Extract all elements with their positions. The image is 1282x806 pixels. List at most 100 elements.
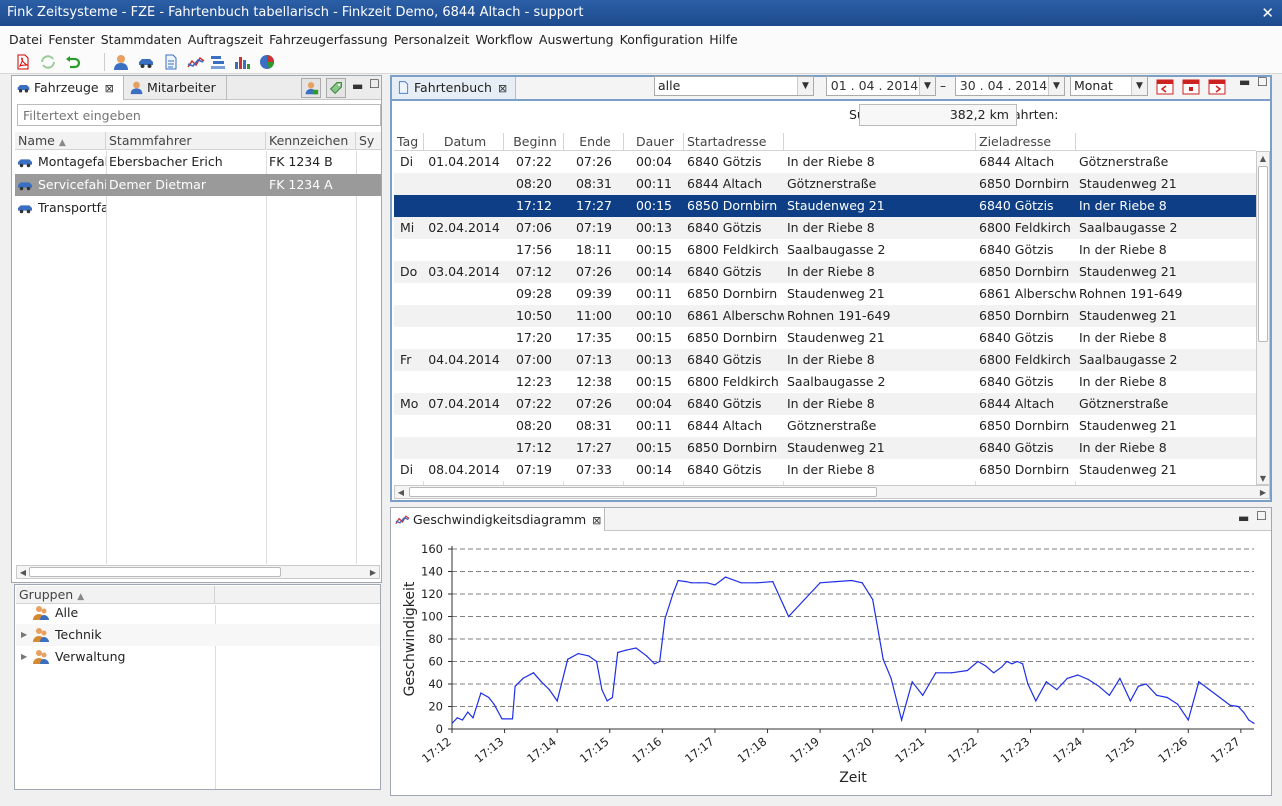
scroll-down-icon[interactable]: ▼ bbox=[1259, 474, 1267, 483]
period-select[interactable]: Monat ▼ bbox=[1070, 76, 1148, 96]
vehicle-filter-input[interactable] bbox=[17, 104, 381, 126]
menu-auswertung[interactable]: Auswertung bbox=[538, 32, 614, 47]
minimize-icon[interactable]: ▬ bbox=[1239, 75, 1251, 89]
col-ende[interactable]: Ende bbox=[564, 133, 624, 151]
speed-data-point bbox=[685, 581, 687, 583]
speed-data-point bbox=[1253, 722, 1255, 724]
menu-fenster[interactable]: Fenster bbox=[48, 32, 95, 47]
filter-select[interactable]: alle ▼ bbox=[654, 76, 814, 96]
trip-row[interactable]: 17:12 17:27 00:15 6850 Dornbirn Staudenweg 2… bbox=[394, 437, 1256, 459]
menu-datei[interactable]: Datei bbox=[9, 32, 43, 47]
minimize-icon[interactable]: ▬ bbox=[1238, 511, 1250, 525]
tab-close-icon[interactable]: ⊠ bbox=[104, 82, 114, 95]
tab-close-icon[interactable]: ⊠ bbox=[497, 82, 508, 95]
group-item[interactable]: ▶ Verwaltung bbox=[16, 646, 380, 668]
maximize-icon[interactable]: ☐ bbox=[369, 77, 380, 91]
group-item[interactable]: ▶ Technik bbox=[16, 624, 380, 646]
trip-row[interactable]: Di 08.04.2014 07:19 07:33 00:14 6840 Götzis In… bbox=[394, 459, 1256, 481]
expand-icon[interactable]: ▶ bbox=[21, 652, 28, 661]
col-sy[interactable]: Sy bbox=[359, 133, 375, 148]
col-startadresse[interactable]: Startadresse bbox=[684, 133, 784, 151]
tag-icon[interactable] bbox=[326, 78, 346, 98]
trip-row[interactable]: Mo 07.04.2014 07:22 07:26 00:04 6840 Götzis In… bbox=[394, 393, 1256, 415]
calendar-next-icon[interactable] bbox=[1206, 76, 1228, 96]
tab-fahrtenbuch[interactable]: Fahrtenbuch ⊠ bbox=[392, 77, 516, 99]
tab-close-icon[interactable]: ⊠ bbox=[592, 514, 602, 527]
trip-row[interactable]: 10:50 11:00 00:10 6861 Alberschw Rohnen 191-… bbox=[394, 305, 1256, 327]
col-kennzeichen[interactable]: Kennzeichen bbox=[266, 132, 356, 150]
col-zieladresse[interactable]: Zieladresse bbox=[976, 133, 1076, 151]
vscroll-thumb[interactable] bbox=[1258, 166, 1268, 342]
close-window-button[interactable]: ✕ bbox=[1261, 4, 1274, 22]
calendar-today-icon[interactable] bbox=[1180, 76, 1202, 96]
col-dest-street[interactable] bbox=[1076, 133, 1256, 151]
date-from-picker[interactable]: 01 . 04 . 2014 ▼ bbox=[826, 76, 936, 96]
menu-personalzeit[interactable]: Personalzeit bbox=[393, 32, 470, 47]
menu-auftragszeit[interactable]: Auftragszeit bbox=[187, 32, 264, 47]
maximize-icon[interactable]: ☐ bbox=[1256, 509, 1267, 523]
vehicle-hscrollbar[interactable]: ◀ ▶ bbox=[16, 565, 380, 579]
tab-mitarbeiter[interactable]: Mitarbeiter bbox=[125, 76, 227, 100]
hscroll-thumb[interactable] bbox=[409, 487, 877, 497]
group-item[interactable]: Alle bbox=[16, 602, 380, 624]
refresh-icon[interactable] bbox=[39, 53, 57, 71]
menu-stammdaten[interactable]: Stammdaten bbox=[100, 32, 182, 47]
trip-row[interactable]: Do 03.04.2014 07:12 07:26 00:14 6840 Götzis In… bbox=[394, 261, 1256, 283]
scroll-right-icon[interactable]: ▶ bbox=[1259, 488, 1267, 497]
col-gruppen[interactable]: Gruppen ▲ bbox=[16, 586, 215, 604]
col-name[interactable]: Name ▲ bbox=[15, 132, 106, 150]
driver-filter-icon[interactable] bbox=[301, 78, 321, 98]
trip-row[interactable]: 08:20 08:31 00:11 6844 Altach Götznerstraße 6… bbox=[394, 173, 1256, 195]
scroll-up-icon[interactable]: ▲ bbox=[1259, 154, 1267, 163]
trip-row[interactable]: 09:28 09:39 00:11 6850 Dornbirn Staudenweg 2… bbox=[394, 283, 1256, 305]
person-icon[interactable] bbox=[112, 53, 130, 71]
document-icon[interactable] bbox=[162, 53, 180, 71]
col-beginn[interactable]: Beginn bbox=[504, 133, 564, 151]
trip-row[interactable]: Mi 02.04.2014 07:06 07:19 00:13 6840 Götzis In… bbox=[394, 217, 1256, 239]
date-to-picker[interactable]: 30 . 04 . 2014 ▼ bbox=[955, 76, 1065, 96]
trip-row[interactable]: 17:12 17:27 00:15 6850 Dornbirn Staudenweg 2… bbox=[394, 195, 1256, 217]
maximize-icon[interactable]: ☐ bbox=[1257, 75, 1268, 89]
trip-row[interactable]: 08:20 08:31 00:11 6844 Altach Götznerstraße 6… bbox=[394, 415, 1256, 437]
tab-fahrzeuge[interactable]: Fahrzeuge ⊠ bbox=[12, 76, 124, 100]
hscroll-thumb[interactable] bbox=[29, 567, 281, 577]
vehicle-row[interactable]: Servicefahi Demer Dietmar FK 1234 A bbox=[15, 174, 381, 196]
trip-row[interactable]: Fr 04.04.2014 07:00 07:13 00:13 6840 Götzis In… bbox=[394, 349, 1256, 371]
tab-geschwindigkeitsdiagramm[interactable]: Geschwindigkeitsdiagramm ⊠ bbox=[391, 508, 605, 531]
trip-row[interactable]: 17:20 17:35 00:15 6850 Dornbirn Staudenweg 2… bbox=[394, 327, 1256, 349]
col-stammfahrer[interactable]: Stammfahrer bbox=[106, 132, 266, 150]
calendar-prev-icon[interactable] bbox=[1154, 76, 1176, 96]
expand-icon[interactable]: ▶ bbox=[21, 630, 28, 639]
trip-row[interactable]: 17:56 18:11 00:15 6800 Feldkirch Saalbaugass… bbox=[394, 239, 1256, 261]
scroll-right-icon[interactable]: ▶ bbox=[369, 568, 377, 577]
col-tag[interactable]: Tag bbox=[394, 133, 424, 151]
trip-row[interactable]: Di 01.04.2014 07:22 07:26 00:04 6840 Götzis In… bbox=[394, 151, 1256, 173]
menu-hilfe[interactable]: Hilfe bbox=[709, 32, 738, 47]
scroll-left-icon[interactable]: ◀ bbox=[19, 568, 27, 577]
line-chart-icon[interactable] bbox=[187, 53, 205, 71]
vehicle-row[interactable]: Montagefal Ebersbacher Erich FK 1234 B bbox=[15, 151, 381, 173]
speed-data-point bbox=[501, 718, 503, 720]
scroll-left-icon[interactable]: ◀ bbox=[397, 488, 405, 497]
gantt-icon[interactable] bbox=[209, 53, 227, 71]
bar-chart-icon[interactable] bbox=[233, 53, 251, 71]
vehicle-row[interactable]: Transportfa bbox=[15, 197, 381, 219]
minimize-icon[interactable]: ▬ bbox=[352, 79, 364, 93]
pdf-icon[interactable] bbox=[14, 53, 32, 71]
undo-icon[interactable] bbox=[64, 53, 82, 71]
car-icon[interactable] bbox=[137, 53, 155, 71]
logbook-vscrollbar[interactable]: ▲ ▼ bbox=[1256, 151, 1270, 485]
menu-konfiguration[interactable]: Konfiguration bbox=[619, 32, 704, 47]
speed-data-point bbox=[1229, 704, 1231, 706]
menu-fahrzeugerfassung[interactable]: Fahrzeugerfassung bbox=[269, 32, 388, 47]
trip-row[interactable]: 12:23 12:38 00:15 6800 Feldkirch Saalbaugass… bbox=[394, 371, 1256, 393]
menu-workflow[interactable]: Workflow bbox=[475, 32, 533, 47]
col-start-street[interactable] bbox=[784, 133, 976, 151]
speed-data-point bbox=[1187, 719, 1189, 721]
col-dauer[interactable]: Dauer bbox=[624, 133, 684, 151]
logbook-hscrollbar[interactable]: ◀ ▶ bbox=[394, 485, 1270, 499]
pie-chart-icon[interactable] bbox=[258, 53, 276, 71]
groups-header: Gruppen ▲ bbox=[16, 586, 380, 604]
vehicle-driver: Demer Dietmar bbox=[109, 177, 206, 192]
col-datum[interactable]: Datum bbox=[424, 133, 504, 151]
